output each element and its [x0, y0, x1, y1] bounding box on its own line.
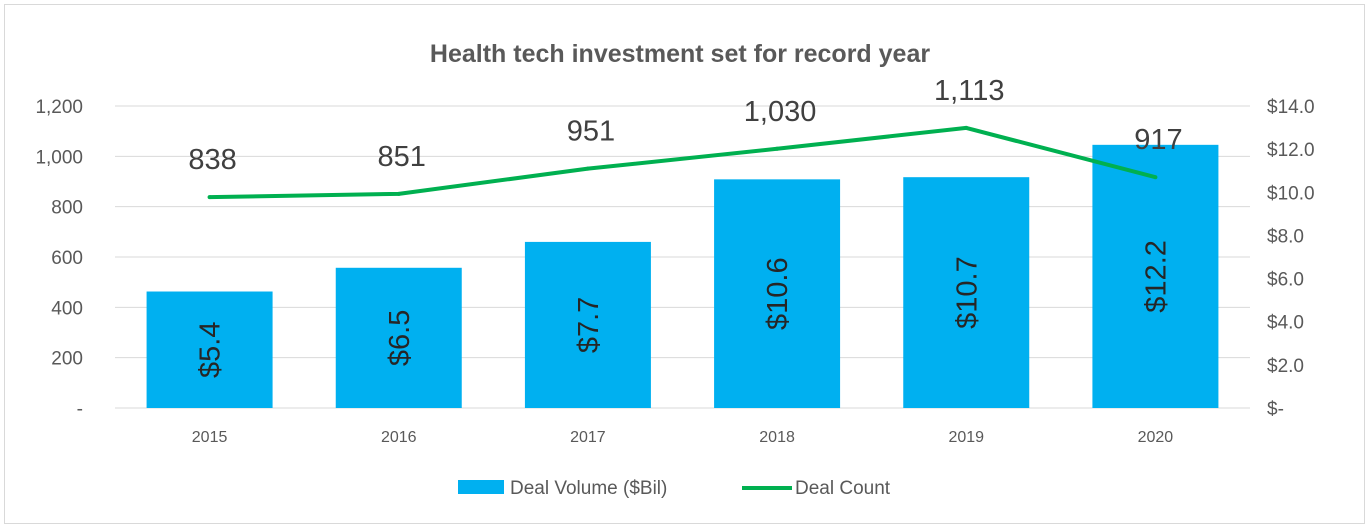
right-tick-label: $10.0	[1267, 183, 1315, 204]
line-data-label: 1,030	[744, 96, 817, 128]
left-tick-label: 600	[51, 248, 83, 269]
x-tick-label: 2017	[570, 429, 606, 446]
left-tick-label: 200	[51, 349, 83, 370]
line-data-label: 851	[378, 141, 426, 173]
right-tick-label: $6.0	[1267, 270, 1304, 291]
bar	[903, 177, 1030, 408]
x-tick-label: 2018	[759, 429, 795, 446]
right-tick-label: $14.0	[1267, 97, 1315, 118]
bar-data-label: $12.2	[1140, 240, 1172, 313]
bar-data-label: $7.7	[573, 297, 605, 353]
line-point	[964, 125, 969, 130]
bar-data-label: $5.4	[195, 322, 227, 378]
left-tick-label: -	[77, 399, 83, 420]
legend-label-deal-volume: Deal Volume ($Bil)	[510, 478, 667, 499]
line-point	[585, 166, 590, 171]
chart-title: Health tech investment set for record ye…	[430, 40, 930, 68]
bar-data-label: $6.5	[384, 310, 416, 366]
legend-label-deal-count: Deal Count	[795, 478, 891, 499]
right-tick-label: $-	[1267, 399, 1284, 420]
x-tick-label: 2020	[1138, 429, 1174, 446]
right-tick-label: $8.0	[1267, 226, 1304, 247]
right-tick-label: $12.0	[1267, 140, 1315, 161]
line-data-label: 951	[567, 116, 615, 148]
bar	[714, 179, 841, 408]
legend-swatch-deal-volume	[458, 480, 504, 494]
bar	[1092, 144, 1219, 409]
line-point	[775, 146, 780, 151]
bar	[335, 267, 462, 408]
right-tick-label: $4.0	[1267, 313, 1304, 334]
bar-data-label: $10.6	[762, 257, 794, 330]
right-tick-label: $2.0	[1267, 356, 1304, 377]
x-tick-label: 2016	[381, 429, 417, 446]
deal-count-line	[209, 125, 1156, 200]
line-data-label: 1,113	[934, 75, 1004, 107]
x-tick-label: 2015	[192, 429, 228, 446]
left-tick-label: 1,200	[35, 97, 83, 118]
left-tick-label: 1,000	[35, 147, 83, 168]
line-point	[207, 195, 212, 200]
left-tick-label: 400	[51, 298, 83, 319]
bar	[146, 291, 273, 408]
line-point	[1153, 175, 1158, 180]
line-data-label: 917	[1134, 124, 1182, 156]
line-point	[396, 191, 401, 196]
bar	[524, 241, 651, 408]
left-tick-label: 800	[51, 198, 83, 219]
chart-frame	[4, 4, 1365, 524]
line-data-label: 838	[188, 144, 236, 176]
x-tick-label: 2019	[948, 429, 984, 446]
bar-data-label: $10.7	[951, 256, 983, 329]
